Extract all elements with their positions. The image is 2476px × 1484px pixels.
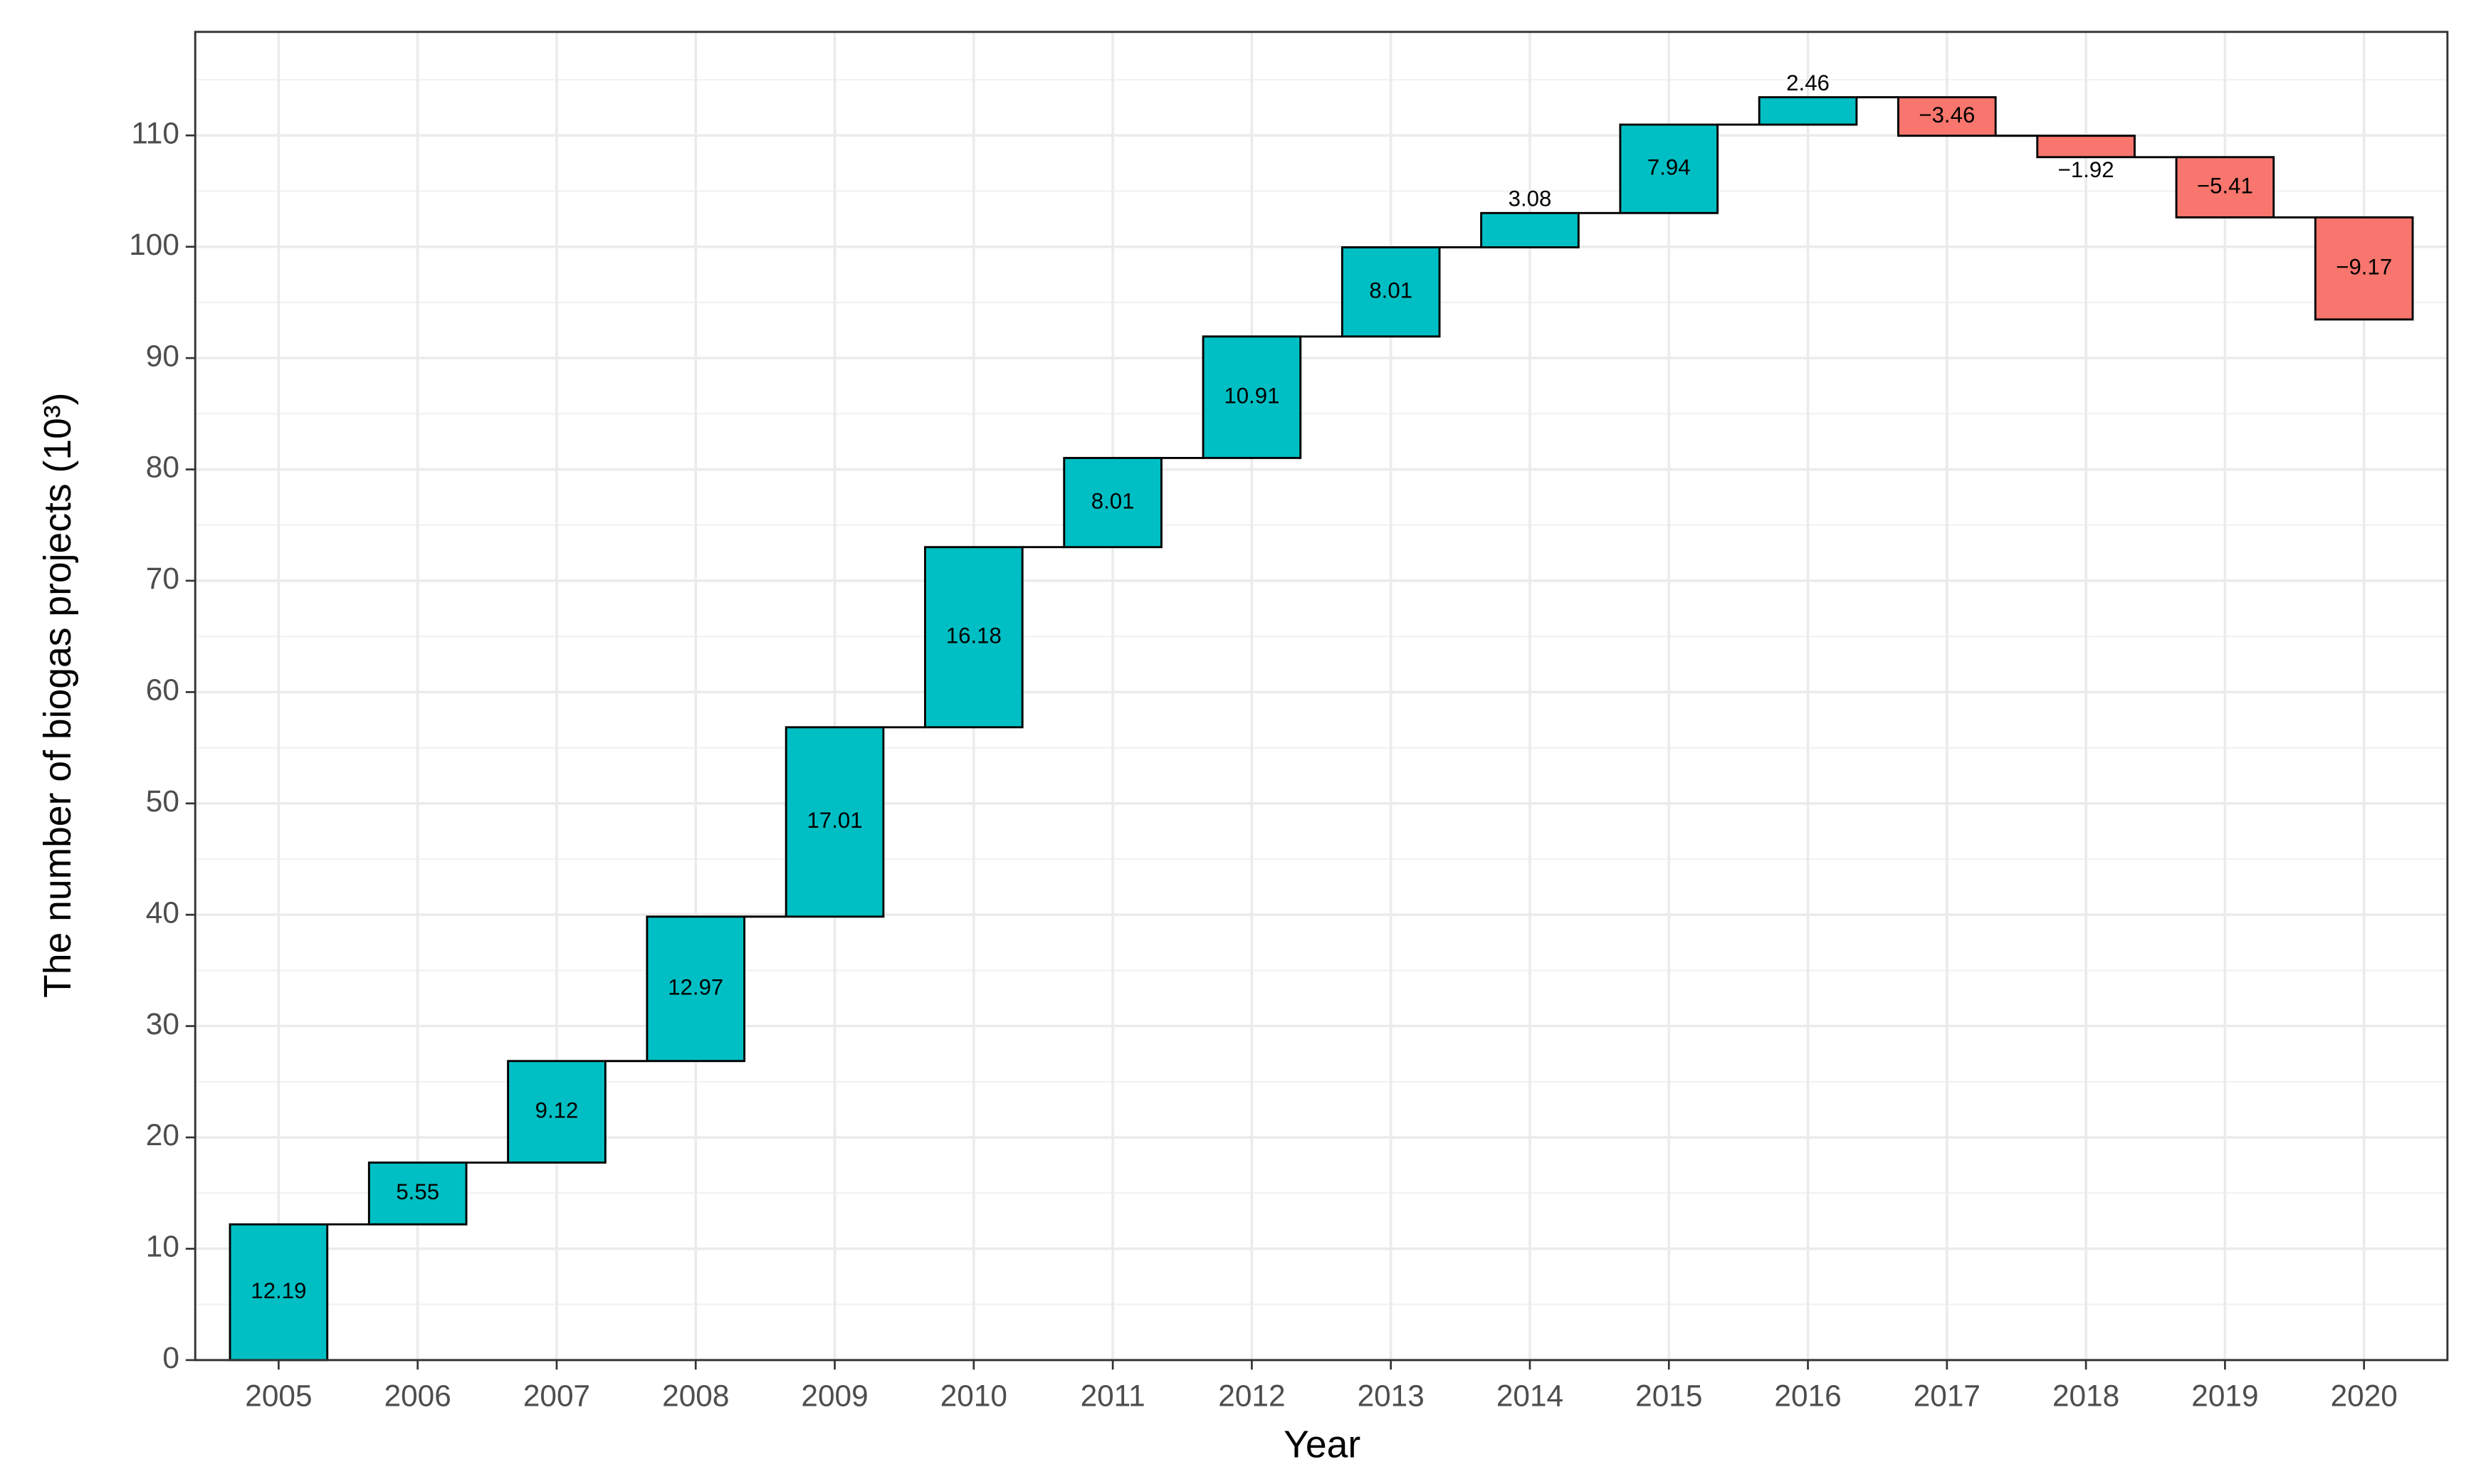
bar bbox=[2314, 216, 2414, 321]
bar bbox=[1480, 211, 1580, 248]
bar bbox=[1063, 456, 1163, 549]
bar bbox=[1758, 96, 1858, 126]
bar bbox=[1619, 123, 1719, 214]
y-tick-label: 80 bbox=[146, 451, 179, 484]
x-tick-label: 2005 bbox=[245, 1379, 312, 1413]
y-tick-label: 40 bbox=[146, 895, 179, 929]
x-tick-label: 2020 bbox=[2331, 1379, 2398, 1413]
y-tick-label: 10 bbox=[146, 1230, 179, 1263]
x-tick-label: 2015 bbox=[1635, 1379, 1702, 1413]
bar bbox=[1341, 246, 1441, 338]
y-tick-label: 100 bbox=[129, 228, 179, 261]
data-label: 10.91 bbox=[1224, 383, 1279, 408]
data-label: −9.17 bbox=[2336, 254, 2392, 279]
bar bbox=[924, 546, 1024, 729]
x-tick-label: 2016 bbox=[1774, 1379, 1841, 1413]
x-tick-label: 2009 bbox=[801, 1379, 868, 1413]
x-tick-label: 2017 bbox=[1914, 1379, 1981, 1413]
data-label: 8.01 bbox=[1091, 488, 1135, 513]
x-tick-label: 2014 bbox=[1496, 1379, 1563, 1413]
data-label: −1.92 bbox=[2058, 157, 2114, 182]
bar bbox=[2175, 156, 2275, 219]
bar bbox=[2036, 135, 2136, 159]
data-label: −3.46 bbox=[1919, 102, 1975, 127]
data-label: 3.08 bbox=[1509, 186, 1552, 211]
x-tick-label: 2010 bbox=[940, 1379, 1007, 1413]
data-label: 16.18 bbox=[946, 623, 1002, 648]
bar bbox=[646, 915, 746, 1063]
y-tick-label: 60 bbox=[146, 673, 179, 707]
bar bbox=[367, 1161, 468, 1226]
data-label: 2.46 bbox=[1786, 70, 1830, 95]
x-tick-label: 2019 bbox=[2191, 1379, 2258, 1413]
y-tick-label: 20 bbox=[146, 1118, 179, 1152]
x-tick-label: 2011 bbox=[1081, 1379, 1145, 1413]
x-tick-label: 2012 bbox=[1218, 1379, 1285, 1413]
panel-border bbox=[194, 31, 2449, 1362]
data-label: 5.55 bbox=[396, 1179, 439, 1204]
y-tick-label: 0 bbox=[162, 1341, 179, 1374]
x-tick-label: 2008 bbox=[662, 1379, 729, 1413]
y-tick-label: 110 bbox=[131, 116, 179, 149]
x-tick-label: 2013 bbox=[1358, 1379, 1425, 1413]
data-label: 8.01 bbox=[1369, 278, 1412, 302]
y-tick-label: 90 bbox=[146, 339, 179, 372]
data-label: 9.12 bbox=[535, 1098, 579, 1122]
data-label: 12.97 bbox=[668, 975, 723, 1000]
x-tick-label: 2006 bbox=[384, 1379, 451, 1413]
data-label: 17.01 bbox=[807, 808, 862, 833]
bar bbox=[1897, 96, 1997, 137]
y-tick-label: 50 bbox=[146, 784, 179, 818]
data-label: 7.94 bbox=[1647, 154, 1691, 179]
bar bbox=[507, 1060, 607, 1164]
data-label: −5.41 bbox=[2197, 173, 2253, 198]
bar bbox=[785, 726, 885, 918]
data-label: 12.19 bbox=[251, 1278, 306, 1303]
bar bbox=[1202, 335, 1302, 459]
y-tick-label: 70 bbox=[146, 562, 179, 595]
x-tick-label: 2018 bbox=[2052, 1379, 2119, 1413]
y-tick-label: 30 bbox=[146, 1007, 179, 1041]
x-tick-label: 2007 bbox=[523, 1379, 590, 1413]
x-axis-label: Year bbox=[1284, 1424, 1360, 1466]
y-axis-label: The number of biogas projects (10³) bbox=[37, 392, 79, 997]
